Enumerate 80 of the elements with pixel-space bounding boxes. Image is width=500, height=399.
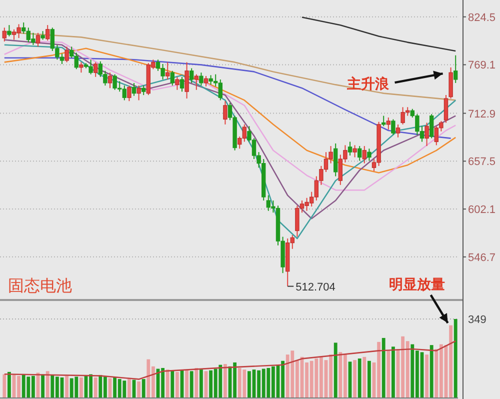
bar bbox=[41, 374, 44, 398]
candlestick bbox=[94, 62, 98, 78]
candlestick bbox=[175, 76, 180, 90]
line-series bbox=[4, 48, 456, 174]
bar bbox=[170, 370, 174, 398]
line-series bbox=[301, 16, 456, 52]
line-series bbox=[4, 57, 452, 139]
annotation: 主升浪 bbox=[346, 76, 390, 92]
text: 349 bbox=[468, 314, 486, 326]
candlestick bbox=[199, 72, 204, 86]
candlestick bbox=[204, 76, 208, 87]
candlestick bbox=[46, 24, 50, 42]
bar bbox=[94, 377, 98, 398]
bar bbox=[334, 342, 338, 398]
bar bbox=[8, 372, 11, 398]
candlestick bbox=[184, 62, 189, 100]
text: 固态电池 bbox=[8, 277, 72, 295]
candlestick bbox=[142, 85, 146, 96]
candlestick bbox=[362, 146, 366, 164]
candlestick bbox=[444, 94, 448, 124]
candlestick bbox=[132, 82, 136, 96]
bar bbox=[166, 370, 170, 398]
bar bbox=[430, 345, 434, 398]
y-tick-label: 824.5 bbox=[468, 12, 496, 24]
bar bbox=[80, 377, 83, 398]
candlestick bbox=[170, 70, 174, 86]
y-tick-label: 546.7 bbox=[468, 252, 496, 264]
candlestick bbox=[386, 117, 390, 130]
bar bbox=[392, 346, 395, 398]
bar bbox=[137, 381, 140, 398]
bar bbox=[368, 360, 371, 398]
candlestick bbox=[7, 24, 12, 37]
bar bbox=[454, 319, 458, 398]
candlestick bbox=[391, 118, 396, 136]
candlestick bbox=[36, 32, 40, 48]
candlestick bbox=[382, 115, 386, 127]
candlestick bbox=[190, 68, 194, 84]
candlestick bbox=[223, 100, 228, 125]
candlestick bbox=[348, 141, 352, 156]
bar bbox=[382, 338, 386, 398]
bar bbox=[358, 358, 362, 398]
bar bbox=[362, 356, 366, 398]
candlestick bbox=[108, 72, 112, 89]
candlestick bbox=[352, 144, 357, 158]
bar bbox=[128, 378, 131, 398]
bar bbox=[190, 371, 194, 398]
line-series bbox=[4, 31, 456, 101]
candlestick bbox=[424, 122, 429, 147]
annotation: 512.704 bbox=[296, 281, 336, 294]
bar bbox=[185, 370, 188, 398]
bar bbox=[425, 354, 428, 398]
bar bbox=[386, 350, 390, 398]
bar bbox=[142, 379, 146, 398]
bar bbox=[176, 372, 179, 398]
bar bbox=[2, 374, 6, 398]
bar bbox=[200, 370, 203, 398]
bar bbox=[224, 364, 227, 398]
candlestick bbox=[454, 54, 458, 84]
bar bbox=[46, 371, 50, 398]
y-tick-label: 602.1 bbox=[468, 204, 496, 216]
candlestick bbox=[180, 76, 184, 92]
candlestick bbox=[367, 148, 372, 162]
annotation: 明显放量 bbox=[388, 276, 445, 292]
candlestick bbox=[2, 27, 6, 42]
candlestick bbox=[79, 62, 84, 74]
candlestick bbox=[64, 46, 69, 63]
y-tick-label: 712.9 bbox=[468, 108, 496, 120]
candlestick bbox=[166, 62, 170, 80]
candlestick bbox=[136, 85, 141, 101]
candlestick bbox=[430, 114, 434, 139]
candlestick bbox=[334, 142, 338, 177]
candlestick bbox=[127, 85, 132, 102]
bar bbox=[194, 368, 198, 398]
candlestick bbox=[194, 74, 198, 90]
y-tick-label: 657.5 bbox=[468, 156, 496, 168]
y-tick-label: 769.1 bbox=[468, 60, 496, 72]
bar bbox=[65, 376, 68, 398]
candlestick bbox=[358, 146, 362, 162]
bar bbox=[353, 360, 356, 398]
candlestick bbox=[396, 124, 400, 138]
